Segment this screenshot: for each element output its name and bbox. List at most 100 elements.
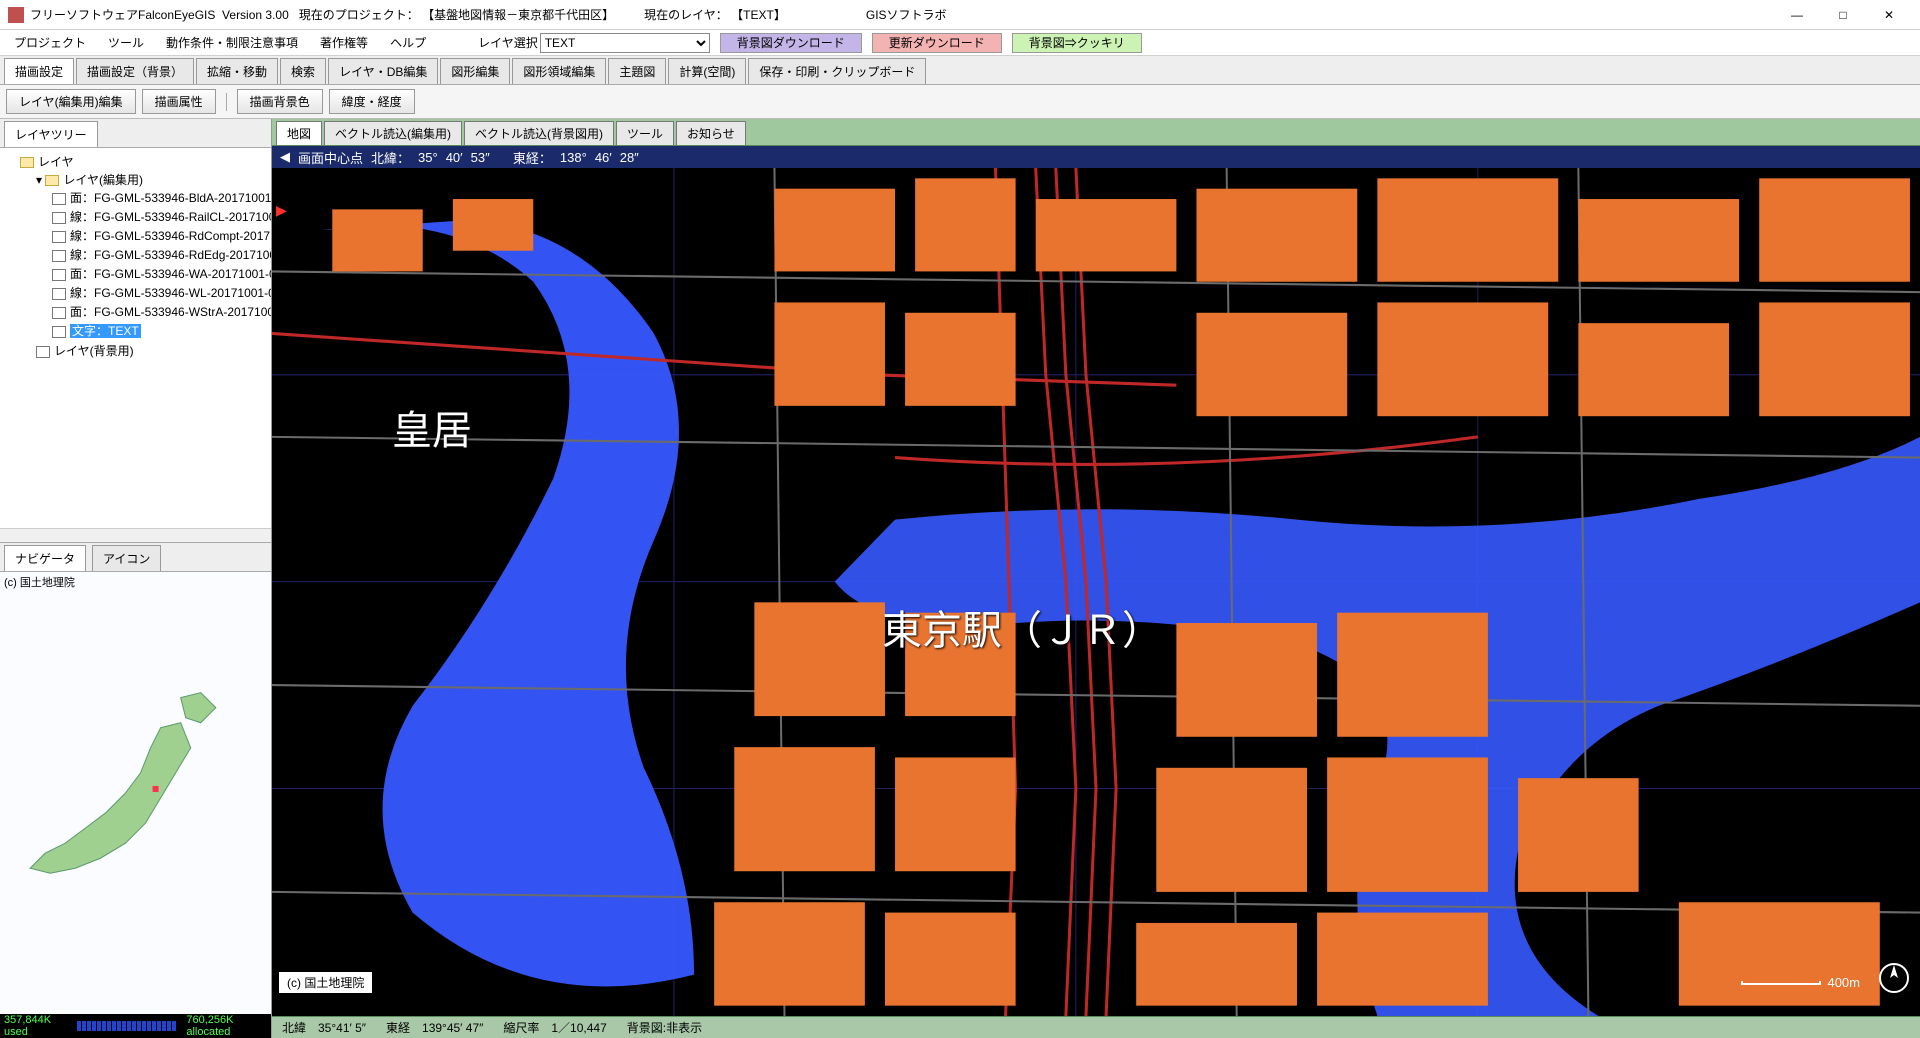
- titlebar: フリーソフトウェアFalconEyeGIS Version 3.00 現在のプロ…: [0, 0, 1920, 30]
- tree-hscrollbar[interactable]: [0, 528, 271, 542]
- menu-copyright[interactable]: 著作権等: [310, 31, 378, 54]
- right-panel: 地図 ベクトル読込(編集用) ベクトル読込(背景図用) ツール お知らせ ◀ 画…: [272, 119, 1920, 1038]
- tab-vector-bg[interactable]: ベクトル読込(背景図用): [464, 121, 614, 145]
- menu-tool[interactable]: ツール: [98, 31, 154, 54]
- lon-label: 東経：: [513, 148, 552, 167]
- menu-conditions[interactable]: 動作条件・制限注意事項: [156, 31, 308, 54]
- tab-news[interactable]: お知らせ: [676, 121, 746, 145]
- menubar: プロジェクト ツール 動作条件・制限注意事項 著作権等 ヘルプ レイヤ選択 TE…: [0, 30, 1920, 56]
- tree-bg-folder-label: レイヤ(背景用): [54, 344, 134, 358]
- window-title: フリーソフトウェアFalconEyeGIS Version 3.00 現在のプロ…: [30, 6, 1774, 23]
- nav-copyright: (c) 国土地理院: [4, 574, 75, 590]
- app-icon: [8, 7, 24, 23]
- memory-bar: 357,844K used 760,256K allocated: [0, 1014, 271, 1038]
- lon-sec: 28″: [620, 150, 639, 165]
- main-tabstrip: 描画設定 描画設定（背景） 拡縮・移動 検索 レイヤ・DB編集 図形編集 図形領…: [0, 56, 1920, 85]
- tab-icon[interactable]: アイコン: [92, 545, 161, 571]
- tab-calc-spatial[interactable]: 計算(空間): [668, 58, 746, 84]
- left-panel: レイヤツリー レイヤ ▾ レイヤ(編集用) 面：FG-GML-533946-Bl…: [0, 119, 272, 1038]
- tree-item-label: 面：FG-GML-533946-WA-20171001-0001: [70, 267, 271, 281]
- tab-thematic[interactable]: 主題図: [608, 58, 666, 84]
- close-button[interactable]: ✕: [1866, 0, 1912, 30]
- play-marker-icon[interactable]: ▶: [276, 202, 287, 219]
- scale-bar: 400m: [1741, 975, 1860, 990]
- lat-min: 40′: [446, 150, 463, 165]
- sub-toolbar: レイヤ(編集用)編集 描画属性 描画背景色 緯度・経度: [0, 85, 1920, 119]
- tree-bg-folder[interactable]: レイヤ(背景用): [36, 341, 267, 360]
- tab-shape-region-edit[interactable]: 図形領域編集: [512, 58, 606, 84]
- tab-map[interactable]: 地図: [276, 121, 322, 145]
- doc-icon: [52, 193, 66, 205]
- navigator-map[interactable]: (c) 国土地理院: [0, 572, 271, 1014]
- tree-item[interactable]: 面：FG-GML-533946-BldA-20171001-0001: [52, 188, 267, 207]
- tree-item[interactable]: 文字：TEXT: [52, 321, 267, 340]
- memory-allocated: 760,256K allocated: [186, 1014, 267, 1038]
- doc-icon: [52, 269, 66, 281]
- doc-icon: [52, 326, 66, 338]
- tab-shape-edit[interactable]: 図形編集: [440, 58, 510, 84]
- map-view[interactable]: ▶: [272, 168, 1920, 1016]
- tab-vector-edit[interactable]: ベクトル読込(編集用): [324, 121, 462, 145]
- lat-sec: 53″: [471, 150, 490, 165]
- left-tabs-bottom: ナビゲータ アイコン: [0, 542, 271, 572]
- status-lat: 北緯 35°41′ 5″: [282, 1019, 366, 1036]
- project-label: 現在のプロジェクト：: [299, 8, 419, 22]
- lat-label: 北緯：: [371, 148, 410, 167]
- update-download-button[interactable]: 更新ダウンロード: [872, 33, 1002, 53]
- scale-label: 400m: [1827, 975, 1860, 990]
- tab-tool[interactable]: ツール: [616, 121, 674, 145]
- tree-item[interactable]: 線：FG-GML-533946-WL-20171001-0001: [52, 283, 267, 302]
- btn-draw-attr[interactable]: 描画属性: [142, 89, 216, 114]
- btn-layer-edit[interactable]: レイヤ(編集用)編集: [6, 89, 136, 114]
- doc-icon: [36, 346, 50, 358]
- tab-navigator[interactable]: ナビゲータ: [4, 545, 86, 571]
- menu-help[interactable]: ヘルプ: [380, 31, 436, 54]
- btn-draw-bgcolor[interactable]: 描画背景色: [237, 89, 323, 114]
- btn-latlon[interactable]: 緯度・経度: [329, 89, 415, 114]
- tab-zoom-move[interactable]: 拡縮・移動: [196, 58, 278, 84]
- tree-item[interactable]: 面：FG-GML-533946-WA-20171001-0001: [52, 264, 267, 283]
- map-canvas: [272, 168, 1920, 1016]
- pan-left-icon[interactable]: ◀: [280, 149, 290, 165]
- layer-tree[interactable]: レイヤ ▾ レイヤ(編集用) 面：FG-GML-533946-BldA-2017…: [0, 148, 271, 528]
- tree-item[interactable]: 面：FG-GML-533946-WStrA-20171001-0001: [52, 302, 267, 321]
- tree-edit-folder[interactable]: ▾ レイヤ(編集用) 面：FG-GML-533946-BldA-20171001…: [36, 170, 267, 341]
- doc-icon: [52, 212, 66, 224]
- left-tabs-top: レイヤツリー: [0, 119, 271, 148]
- tab-save-print[interactable]: 保存・印刷・クリップボード: [748, 58, 926, 84]
- status-bg: 背景図:非表示: [627, 1019, 702, 1036]
- status-lon: 東経 139°45′ 47″: [386, 1019, 483, 1036]
- tab-draw-settings[interactable]: 描画設定: [4, 58, 74, 84]
- project-name: 【基盤地図情報－東京都千代田区】: [422, 8, 614, 22]
- company-name: GISソフトラボ: [866, 8, 947, 22]
- doc-icon: [52, 307, 66, 319]
- bg-clear-button[interactable]: 背景図⇒クッキリ: [1012, 33, 1142, 53]
- lat-deg: 35°: [418, 150, 438, 165]
- doc-icon: [52, 288, 66, 300]
- tab-layer-tree[interactable]: レイヤツリー: [4, 121, 98, 147]
- lon-min: 46′: [595, 150, 612, 165]
- tree-item-label: 線：FG-GML-533946-RdEdg-20171001-0001: [70, 248, 271, 262]
- japan-map-icon: [0, 572, 271, 1014]
- map-copyright: (c) 国土地理院: [278, 971, 373, 994]
- doc-icon: [52, 250, 66, 262]
- tab-layer-db-edit[interactable]: レイヤ・DB編集: [328, 58, 438, 84]
- lon-deg: 138°: [560, 150, 587, 165]
- folder-icon: [20, 157, 34, 168]
- current-layer-name: 【TEXT】: [731, 8, 786, 22]
- layer-select[interactable]: TEXT: [540, 33, 710, 53]
- tree-item-label: 線：FG-GML-533946-RdCompt-20171001-000: [70, 229, 271, 243]
- tree-item[interactable]: 線：FG-GML-533946-RdEdg-20171001-0001: [52, 245, 267, 264]
- bg-download-button[interactable]: 背景図ダウンロード: [720, 33, 862, 53]
- tab-search[interactable]: 検索: [280, 58, 326, 84]
- tree-item-label: 面：FG-GML-533946-BldA-20171001-0001: [70, 191, 271, 205]
- minimize-button[interactable]: —: [1774, 0, 1820, 30]
- scale-bar-line: [1741, 981, 1821, 985]
- nav-marker: [153, 786, 159, 792]
- maximize-button[interactable]: □: [1820, 0, 1866, 30]
- tree-item[interactable]: 線：FG-GML-533946-RailCL-20171001-0001: [52, 207, 267, 226]
- menu-project[interactable]: プロジェクト: [4, 31, 96, 54]
- tree-root[interactable]: レイヤ ▾ レイヤ(編集用) 面：FG-GML-533946-BldA-2017…: [20, 152, 267, 361]
- tree-item[interactable]: 線：FG-GML-533946-RdCompt-20171001-000: [52, 226, 267, 245]
- tab-draw-settings-bg[interactable]: 描画設定（背景）: [76, 58, 194, 84]
